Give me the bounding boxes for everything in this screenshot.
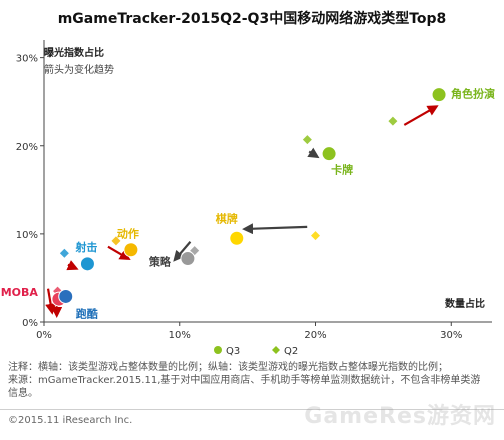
y-tick-label: 20% [16,142,38,153]
q2-point [302,135,312,145]
trend-arrow [242,223,308,235]
q3-point [58,288,74,304]
footnote-line-1: 注释：横轴：该类型游戏占整体数量的比例；纵轴：该类型游戏的曝光指数占整体曝光指数… [8,362,448,373]
y-tick-label: 0% [22,318,38,329]
x-tick-label: 30% [440,330,462,341]
point-label: 跑酷 [76,306,98,320]
q2-point [311,231,321,241]
trend-arrow [403,105,439,126]
q2-point [388,116,398,126]
point-label: 策略 [148,255,172,269]
trend-arrow [45,288,57,315]
x-axis-label: 数量占比 [445,297,485,310]
point-label: 棋牌 [215,211,238,225]
copyright: ©2015.11 iResearch Inc. [8,415,133,426]
point-label: 动作 [117,227,139,241]
x-tick-label: 0% [36,330,52,341]
trend-arrow [307,147,320,159]
chart-title: mGameTracker-2015Q2-Q3中国移动网络游戏类型Top8 [58,10,447,27]
point-label: 卡牌 [331,163,353,177]
data-points [51,87,447,307]
y-tick-label: 10% [16,230,38,241]
q3-point [431,87,447,103]
scatter-chart: mGameTracker-2015Q2-Q3中国移动网络游戏类型Top8 曝光指… [1,10,495,357]
legend: Q3 Q2 [214,346,298,357]
y-tick-label: 30% [16,54,38,65]
footnote: 注释：横轴：该类型游戏占整体数量的比例；纵轴：该类型游戏的曝光指数占整体曝光指数… [8,361,500,400]
point-label: MOBA [1,286,39,299]
trend-arrows [45,105,439,318]
q3-point [180,251,196,267]
x-tick-label: 20% [304,330,326,341]
footnote-line-3: 信息。 [8,388,38,399]
q3-point [123,242,139,258]
footer-divider [0,409,504,410]
trend-arrow [173,241,192,262]
watermark: GameRes游资网 [304,404,496,429]
y-axis-label: 曝光指数占比 [44,46,104,59]
q2-point [59,248,69,258]
axes [43,40,492,323]
legend-label: Q3 [226,346,240,357]
legend-marker [272,346,280,354]
q3-point [229,230,245,246]
point-label: 角色扮演 [451,87,495,101]
tick-labels: 0% 10% 20% 30% 0% 10% 20% 30% [16,54,463,341]
x-tick-label: 10% [169,330,191,341]
chart-subtitle: 箭头为变化趋势 [44,63,114,76]
q3-point [79,256,95,272]
footnote-line-2: 来源：mGameTracker.2015.11,基于对中国应用商店、手机助手等榜… [8,375,481,386]
trend-arrow [66,260,79,271]
q2-point [111,236,121,246]
trend-arrow [107,245,131,261]
legend-label: Q2 [284,346,298,357]
q3-point [321,146,337,162]
legend-marker [214,346,222,354]
point-label: 射击 [74,240,97,254]
